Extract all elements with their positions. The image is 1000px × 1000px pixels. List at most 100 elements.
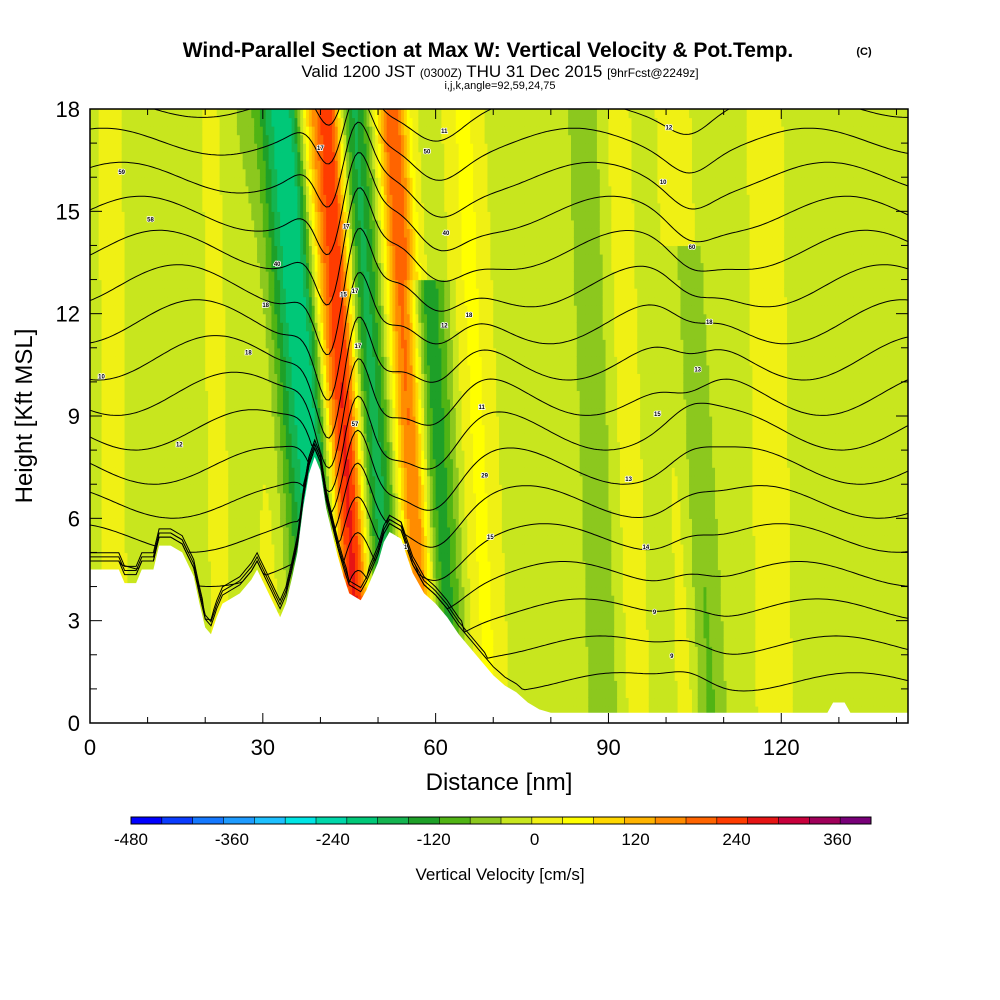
velocity-cell: [159, 509, 163, 519]
velocity-cell: [225, 339, 229, 349]
velocity-cell: [268, 475, 273, 485]
velocity-cell: [222, 475, 226, 485]
velocity-cell: [164, 450, 169, 460]
velocity-cell: [228, 424, 232, 434]
velocity-cell: [92, 458, 97, 468]
velocity-cell: [92, 185, 97, 195]
velocity-cell: [144, 143, 149, 153]
velocity-cell: [285, 501, 290, 511]
velocity-cell: [150, 509, 154, 519]
velocity-cell: [251, 194, 255, 204]
velocity-cell: [150, 347, 154, 357]
velocity-cell: [164, 177, 169, 187]
velocity-cell: [179, 271, 183, 281]
velocity-cell: [199, 578, 203, 588]
velocity-cell: [110, 535, 114, 545]
velocity-cell: [153, 202, 157, 212]
velocity-cell: [110, 313, 114, 323]
velocity-cell: [219, 313, 224, 323]
velocity-cell: [268, 433, 273, 443]
velocity-cell: [236, 433, 241, 443]
velocity-cell: [150, 109, 154, 119]
velocity-cell: [262, 160, 267, 170]
velocity-cell: [228, 305, 232, 315]
velocity-cell: [234, 475, 238, 485]
velocity-cell: [280, 288, 284, 298]
velocity-cell: [156, 330, 160, 340]
velocity-cell: [170, 271, 175, 281]
velocity-cell: [136, 322, 140, 332]
velocity-cell: [170, 381, 175, 392]
velocity-cell: [156, 185, 160, 195]
velocity-cell: [251, 253, 255, 264]
velocity-cell: [138, 535, 143, 545]
velocity-cell: [92, 160, 97, 170]
velocity-cell: [115, 390, 120, 400]
velocity-cell: [262, 450, 267, 460]
velocity-cell: [242, 168, 247, 178]
velocity-cell: [156, 492, 160, 502]
velocity-cell: [277, 569, 281, 579]
velocity-cell: [271, 177, 275, 187]
velocity-cell: [202, 501, 206, 511]
velocity-cell: [150, 373, 154, 383]
velocity-cell: [133, 253, 137, 264]
velocity-cell: [251, 177, 255, 187]
velocity-cell: [262, 475, 267, 485]
velocity-cell: [285, 109, 290, 119]
velocity-cell: [147, 288, 152, 298]
velocity-cell: [92, 143, 97, 153]
velocity-cell: [248, 160, 252, 170]
velocity-cell: [144, 390, 149, 400]
velocity-cell: [193, 228, 198, 238]
velocity-cell: [138, 177, 143, 187]
velocity-cell: [257, 424, 261, 434]
velocity-cell: [92, 560, 97, 571]
velocity-cell: [202, 526, 206, 536]
velocity-cell: [113, 211, 117, 221]
velocity-cell: [234, 467, 238, 477]
velocity-cell: [136, 356, 140, 366]
velocity-cell: [259, 535, 264, 545]
velocity-cell: [245, 339, 250, 349]
velocity-cell: [173, 381, 178, 392]
velocity-cell: [118, 313, 123, 323]
velocity-cell: [136, 219, 140, 229]
velocity-cell: [280, 305, 284, 315]
velocity-cell: [288, 543, 293, 554]
velocity-cell: [213, 219, 218, 229]
velocity-cell: [133, 211, 137, 221]
velocity-cell: [248, 356, 252, 366]
velocity-cell: [225, 219, 229, 229]
velocity-cell: [205, 509, 209, 519]
velocity-cell: [104, 356, 108, 366]
velocity-cell: [236, 253, 241, 264]
velocity-cell: [242, 364, 247, 374]
velocity-cell: [115, 117, 120, 127]
velocity-cell: [104, 168, 108, 178]
velocity-cell: [164, 339, 169, 349]
velocity-cell: [208, 526, 212, 536]
velocity-cell: [92, 390, 97, 400]
velocity-cell: [118, 262, 123, 272]
velocity-cell: [280, 535, 284, 545]
velocity-cell: [187, 484, 192, 494]
velocity-cell: [147, 245, 152, 255]
velocity-cell: [262, 219, 267, 229]
velocity-cell: [199, 381, 203, 392]
velocity-cell: [133, 134, 137, 144]
velocity-cell: [239, 271, 244, 281]
velocity-cell: [262, 296, 267, 306]
velocity-cell: [156, 433, 160, 443]
velocity-cell: [159, 416, 163, 426]
velocity-cell: [231, 526, 235, 536]
velocity-cell: [141, 441, 146, 451]
velocity-cell: [110, 526, 114, 536]
velocity-cell: [150, 219, 154, 229]
velocity-cell: [228, 569, 232, 579]
velocity-cell: [101, 228, 105, 238]
velocity-cell: [127, 347, 131, 357]
velocity-cell: [187, 168, 192, 178]
velocity-cell: [115, 253, 120, 264]
velocity-cell: [130, 117, 134, 127]
